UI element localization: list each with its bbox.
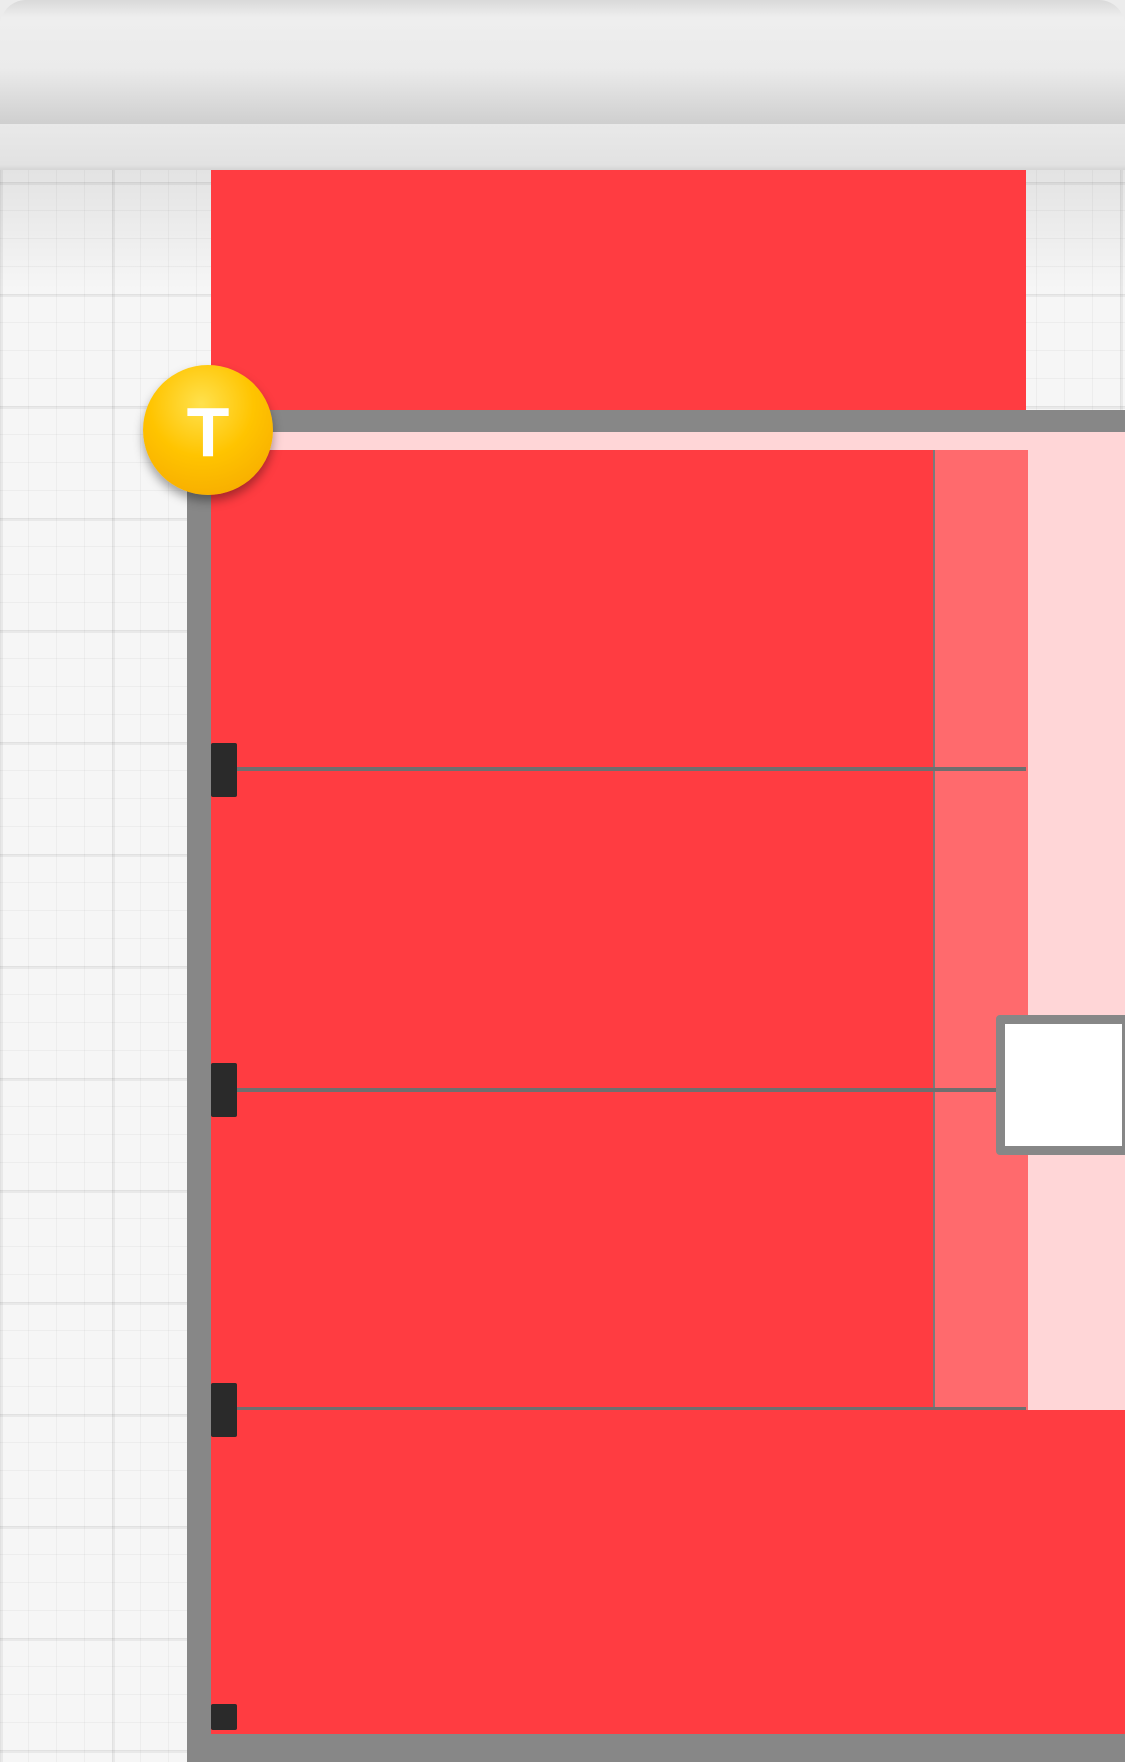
window-titlebar[interactable] bbox=[0, 0, 1125, 124]
red-block-main[interactable] bbox=[211, 450, 1026, 1410]
text-badge-icon[interactable]: T bbox=[143, 365, 273, 495]
resize-handle-icon[interactable] bbox=[211, 1383, 237, 1437]
red-block-top[interactable] bbox=[211, 170, 1026, 410]
row-divider bbox=[211, 1407, 1026, 1411]
resize-handle-icon[interactable] bbox=[211, 1063, 237, 1117]
white-placeholder-box[interactable] bbox=[996, 1015, 1125, 1155]
red-block-side-column[interactable] bbox=[933, 450, 1028, 1410]
row-divider bbox=[211, 767, 1026, 771]
toolbar-strip bbox=[0, 124, 1125, 172]
row-divider bbox=[211, 1088, 1001, 1092]
resize-handle-icon[interactable] bbox=[211, 1704, 237, 1730]
resize-handle-icon[interactable] bbox=[211, 743, 237, 797]
red-block-bottom[interactable] bbox=[211, 1410, 1125, 1734]
badge-label: T bbox=[186, 393, 230, 471]
